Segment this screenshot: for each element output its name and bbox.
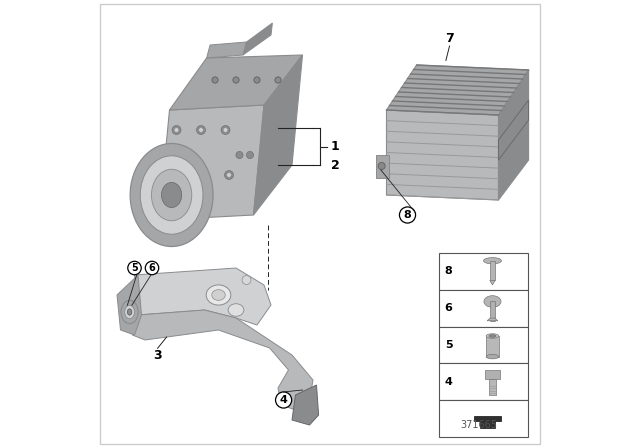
Polygon shape — [499, 100, 529, 160]
Text: 6: 6 — [148, 263, 156, 273]
Circle shape — [128, 261, 141, 275]
Circle shape — [145, 261, 159, 275]
Bar — [439, 253, 529, 290]
Circle shape — [246, 151, 253, 159]
Polygon shape — [387, 65, 529, 115]
Bar — [485, 370, 500, 379]
Bar — [439, 290, 529, 327]
Bar — [490, 301, 495, 321]
Circle shape — [223, 128, 228, 132]
Circle shape — [236, 151, 243, 159]
Polygon shape — [117, 275, 141, 335]
Circle shape — [175, 171, 184, 180]
Text: 4: 4 — [445, 377, 452, 387]
Circle shape — [200, 171, 209, 180]
Circle shape — [202, 173, 207, 177]
Polygon shape — [159, 105, 264, 220]
Ellipse shape — [212, 289, 225, 300]
Polygon shape — [387, 110, 499, 200]
Bar — [490, 379, 495, 395]
Ellipse shape — [206, 285, 231, 305]
Polygon shape — [253, 55, 303, 215]
Circle shape — [199, 128, 204, 132]
Bar — [439, 400, 529, 437]
Ellipse shape — [489, 335, 496, 337]
Ellipse shape — [121, 300, 138, 323]
Text: 3: 3 — [154, 349, 162, 362]
Circle shape — [178, 173, 182, 177]
Bar — [439, 363, 529, 400]
Text: 371665: 371665 — [461, 420, 497, 430]
Circle shape — [225, 171, 234, 180]
Circle shape — [221, 125, 230, 134]
Circle shape — [275, 77, 281, 83]
Ellipse shape — [161, 182, 182, 207]
Circle shape — [399, 207, 415, 223]
Circle shape — [233, 77, 239, 83]
Text: 2: 2 — [330, 159, 339, 172]
Circle shape — [212, 77, 218, 83]
Polygon shape — [292, 385, 319, 425]
Polygon shape — [474, 416, 502, 428]
Circle shape — [242, 276, 251, 284]
Polygon shape — [170, 55, 303, 110]
Text: 8: 8 — [445, 267, 452, 276]
Text: 6: 6 — [445, 303, 452, 313]
Circle shape — [174, 128, 179, 132]
Ellipse shape — [127, 309, 132, 315]
Polygon shape — [499, 70, 529, 200]
Ellipse shape — [484, 296, 501, 307]
Ellipse shape — [228, 304, 244, 316]
Polygon shape — [487, 318, 498, 321]
Circle shape — [196, 125, 205, 134]
Ellipse shape — [140, 156, 203, 234]
Text: 5: 5 — [131, 263, 138, 273]
Ellipse shape — [130, 143, 213, 246]
Text: 1: 1 — [330, 140, 339, 153]
Circle shape — [172, 125, 181, 134]
Circle shape — [254, 77, 260, 83]
Polygon shape — [376, 155, 388, 178]
Circle shape — [276, 392, 292, 408]
Polygon shape — [134, 268, 271, 325]
Ellipse shape — [486, 334, 499, 338]
Polygon shape — [207, 42, 246, 58]
Text: 5: 5 — [445, 340, 452, 350]
Polygon shape — [490, 280, 495, 285]
Ellipse shape — [125, 305, 134, 319]
Polygon shape — [159, 155, 186, 230]
Text: 8: 8 — [404, 210, 412, 220]
Ellipse shape — [152, 169, 192, 221]
Text: 4: 4 — [280, 395, 287, 405]
Circle shape — [227, 173, 231, 177]
Bar — [439, 327, 529, 363]
Bar — [490, 261, 495, 280]
Circle shape — [378, 163, 385, 170]
Bar — [486, 336, 499, 357]
Ellipse shape — [486, 354, 499, 359]
Text: 7: 7 — [445, 31, 454, 44]
Ellipse shape — [484, 258, 502, 264]
Polygon shape — [132, 310, 313, 410]
Polygon shape — [243, 23, 273, 55]
